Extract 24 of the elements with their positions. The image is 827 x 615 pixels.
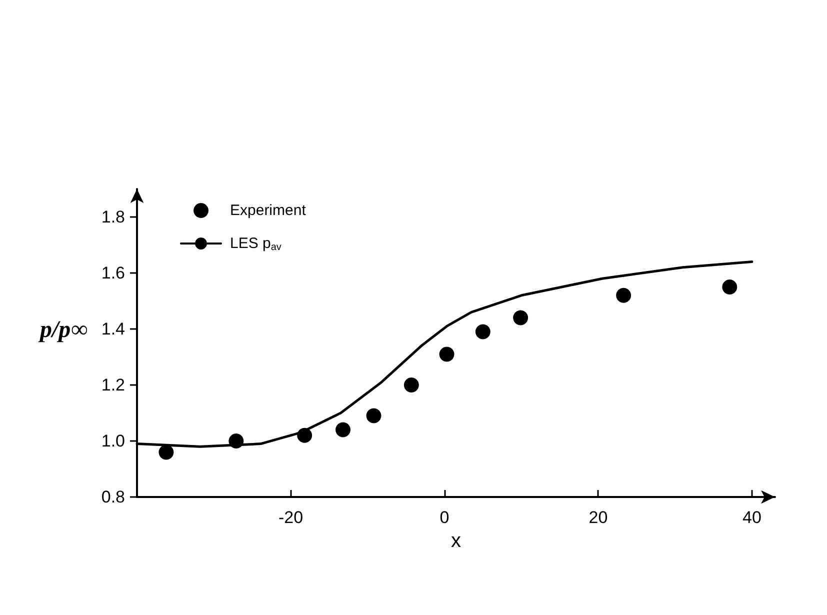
point [616,288,632,303]
y-tick-label: 0.8 [101,488,125,506]
point [366,408,382,424]
y-tick-label: 1.4 [101,320,125,338]
point [228,434,244,448]
x-axis-title: x [451,530,461,552]
point [439,346,454,362]
y-axis-title: p/p∞ [38,317,88,343]
y-tick-label: 1.8 [101,208,125,226]
point [722,280,738,294]
point [475,324,490,340]
point [297,428,312,443]
point [404,378,419,392]
point [336,422,351,438]
y-tick-label: 1.2 [101,376,125,394]
x-tick-label: 20 [588,508,608,527]
y-tick-label: 1.0 [101,432,125,450]
x-tick-label: 40 [742,508,762,527]
point [158,444,174,460]
y-tick-label: 1.6 [101,264,125,282]
x-tick-label: 0 [440,508,450,527]
point [513,310,528,326]
x-tick-label: -20 [278,508,304,527]
legend-label: Experiment [230,202,307,219]
